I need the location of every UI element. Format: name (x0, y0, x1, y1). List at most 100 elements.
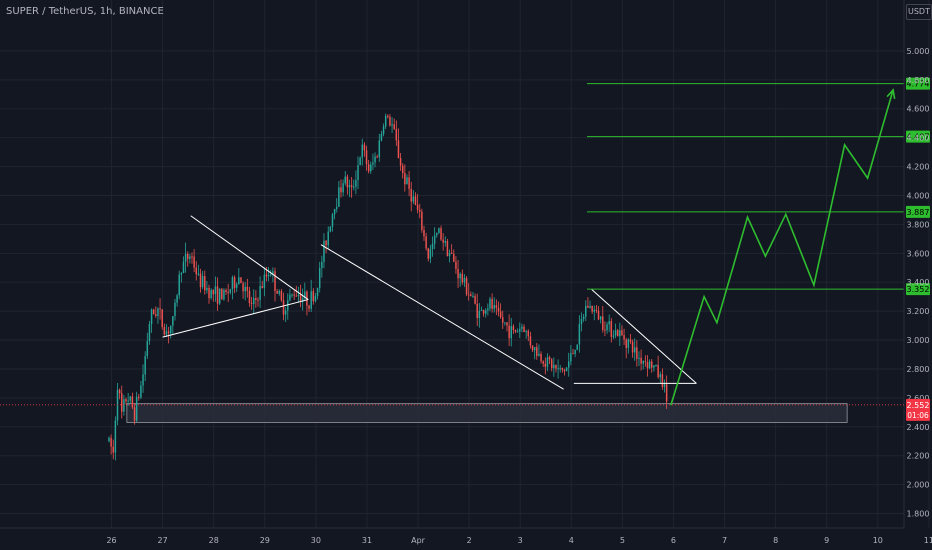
candle-up (565, 367, 568, 372)
candle-up (659, 374, 662, 378)
candle-up (342, 183, 344, 193)
candle-up (436, 232, 438, 236)
projection-arrowhead (886, 88, 896, 99)
candle-down (453, 253, 455, 262)
candle-down (629, 339, 632, 342)
candle-up (574, 349, 576, 354)
price-axis[interactable]: 1.800 2.000 2.200 2.400 2.600 2.800 3.000 3.200… (903, 0, 930, 528)
candle-down (408, 177, 410, 189)
price-tick-label: 3.400 (907, 278, 930, 287)
candle-down (623, 335, 625, 340)
candle-up (231, 277, 234, 290)
candle-down (308, 305, 310, 309)
current-price-label: 2.552 (907, 401, 930, 410)
candle-up (184, 253, 187, 262)
candle-down (587, 305, 589, 308)
candle-down (616, 330, 619, 337)
target-level-badge (906, 205, 930, 218)
candle-up (301, 297, 304, 302)
candle-up (521, 326, 523, 329)
candle-up (314, 295, 317, 302)
candle-up (201, 276, 204, 288)
candle-down (350, 185, 353, 188)
candle-up (538, 353, 540, 356)
candle-up (487, 308, 489, 311)
candle-down (531, 345, 534, 351)
candle-down (542, 361, 544, 364)
candle-up (229, 289, 232, 293)
candle-down (512, 326, 515, 331)
price-tick-label: 4.000 (907, 191, 930, 200)
candle-down (112, 446, 114, 453)
time-tick-label: 7 (722, 536, 727, 545)
candle-up (353, 186, 355, 188)
time-tick-label: 4 (569, 536, 574, 545)
candle-up (142, 374, 144, 386)
candle-up (267, 274, 270, 277)
candle-down (208, 287, 210, 299)
candle-down (399, 157, 402, 166)
candle-up (157, 308, 159, 316)
time-tick-label: 26 (106, 536, 116, 545)
candle-up (321, 261, 323, 268)
candle-down (523, 326, 525, 333)
candle-up (546, 357, 549, 367)
candle-down (376, 156, 378, 158)
candle-down (465, 277, 468, 295)
price-tick-label: 1.800 (907, 510, 930, 519)
candle-up (108, 437, 110, 442)
candle-up (382, 126, 385, 134)
candle-up (206, 287, 208, 291)
candle-down (467, 294, 470, 296)
candle-up (653, 365, 655, 368)
candle-up (176, 295, 178, 303)
candle-up (638, 357, 640, 359)
time-tick-label: 3 (518, 536, 523, 545)
candle-down (340, 187, 342, 193)
candle-down (191, 256, 193, 258)
horizontal-levels: 4.774 4.407 3.887 3.352 (587, 77, 930, 296)
candle-down (625, 339, 627, 348)
candle-down (367, 164, 370, 172)
time-tick-label: 9 (824, 536, 829, 545)
candle-down (363, 144, 366, 151)
price-tick-label: 4.800 (907, 76, 930, 85)
candle-up (278, 291, 281, 294)
candle-up (189, 256, 191, 259)
candle-down (555, 364, 557, 369)
time-axis[interactable]: 262728293031Apr23456789101112 (0, 527, 932, 545)
currency-button[interactable]: USDT (906, 4, 932, 20)
candle-down (661, 374, 664, 387)
price-tick-label: 2.000 (907, 481, 930, 490)
candle-down (152, 309, 155, 315)
candle-down (397, 140, 400, 158)
candle-down (418, 209, 421, 212)
target-level-label: 4.774 (907, 80, 930, 89)
candle-up (510, 326, 513, 339)
candle-up (169, 325, 172, 334)
price-tick-label: 2.800 (907, 365, 930, 374)
candle-down (312, 291, 315, 302)
candle-up (270, 274, 272, 276)
candle-down (138, 396, 140, 398)
candle-down (514, 330, 517, 332)
time-tick-label: 28 (209, 536, 219, 545)
candle-countdown-label: 01:06 (907, 411, 929, 420)
candle-down (595, 309, 598, 311)
candle-down (393, 124, 395, 129)
time-tick-label: 11 (924, 536, 932, 545)
candle-up (412, 196, 415, 202)
pattern-line (162, 299, 309, 338)
candle-up (627, 339, 630, 348)
candle-up (129, 396, 132, 401)
candle-up (335, 206, 338, 209)
candle-up (238, 277, 240, 285)
candle-down (644, 361, 647, 363)
candle-down (529, 336, 532, 346)
candle-down (561, 367, 564, 370)
candle-up (553, 364, 555, 369)
candle-down (246, 286, 249, 291)
candle-up (472, 295, 474, 297)
